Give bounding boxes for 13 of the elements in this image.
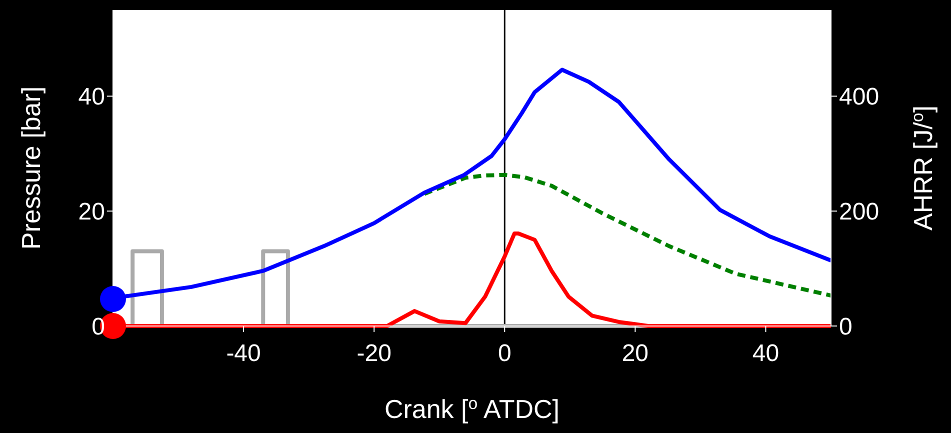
y-axis-title: Pressure [bar] (16, 86, 46, 250)
x-axis-title: Crank [$^{o}$ ATDC] (384, 394, 560, 424)
y-tick-label: 20 (78, 198, 105, 226)
y2-tick-label: 200 (839, 198, 880, 226)
y2-tick-label: 0 (839, 314, 852, 341)
x-tick-label: -40 (226, 340, 261, 368)
x-tick-label: 40 (752, 340, 780, 368)
y-tick-label: 40 (78, 84, 105, 111)
y2-tick-label: 400 (839, 84, 880, 111)
line-series (422, 172, 833, 298)
x-tick-label: 20 (622, 340, 649, 368)
x-tick-label: 0 (498, 340, 512, 368)
x-tick-label: -20 (356, 340, 392, 368)
